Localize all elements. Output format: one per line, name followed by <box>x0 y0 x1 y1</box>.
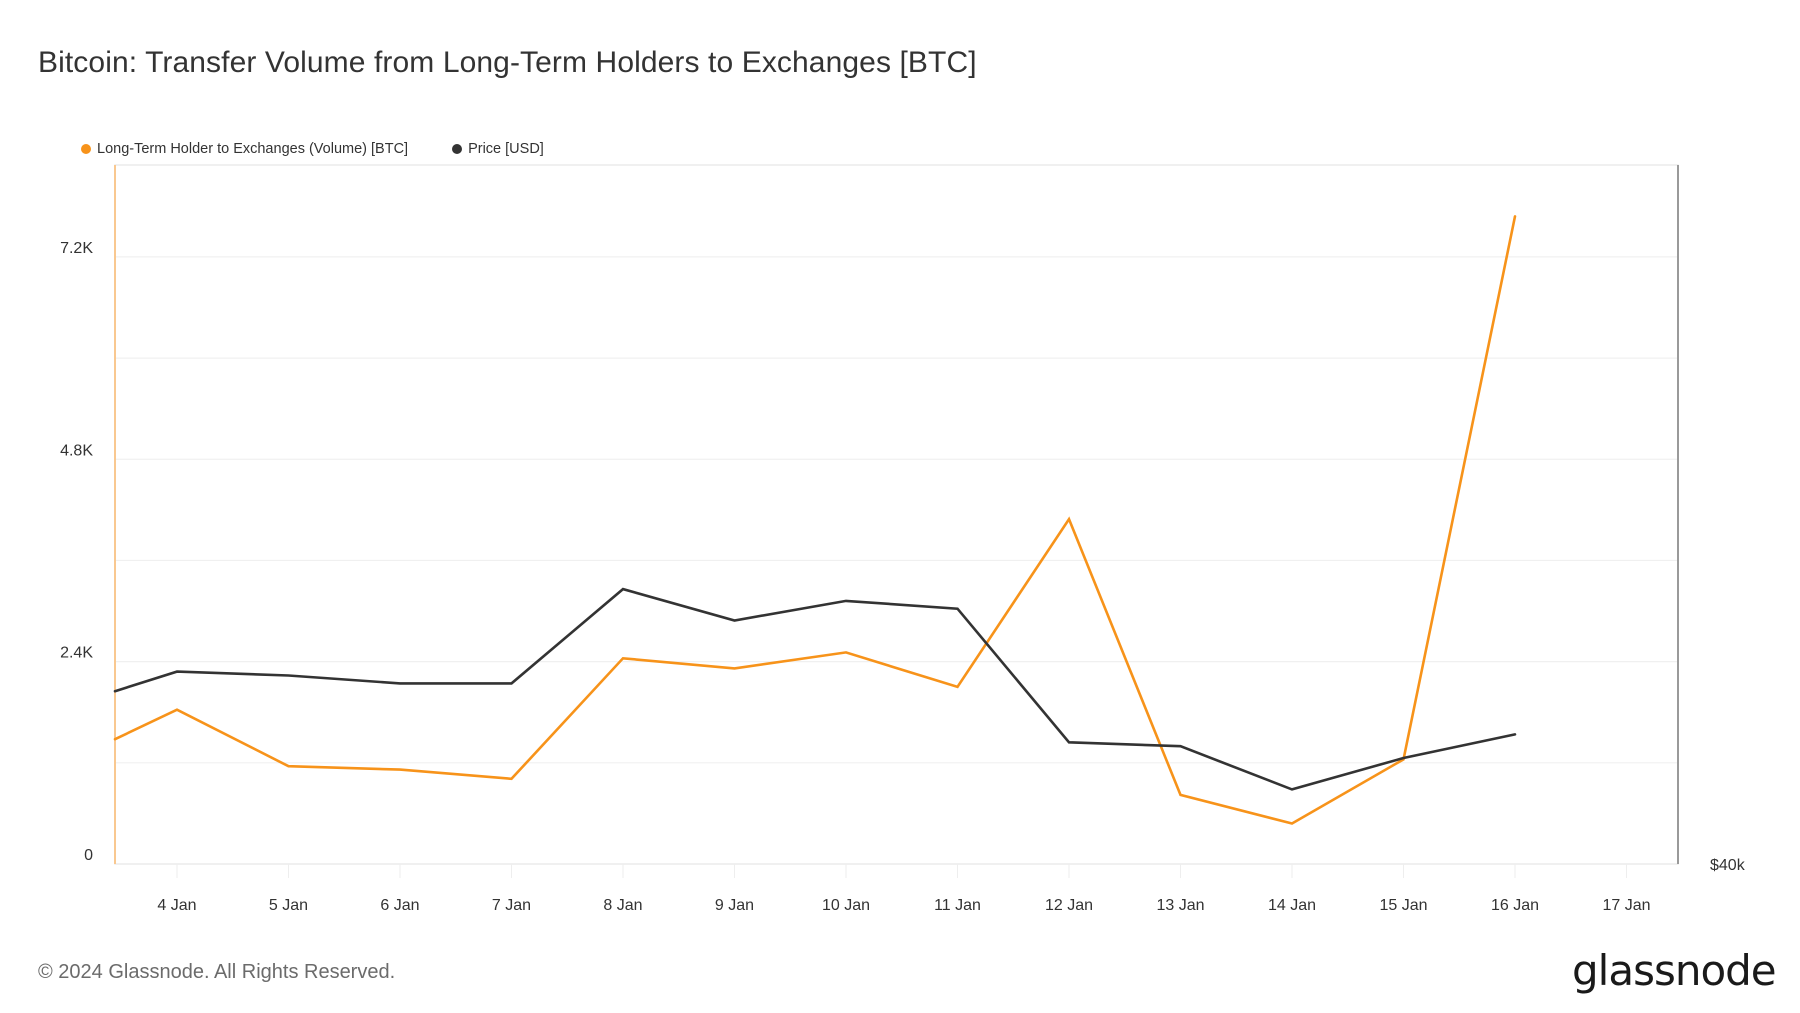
x-tick-label: 5 Jan <box>269 897 308 914</box>
legend-label-price: Price [USD] <box>468 141 544 157</box>
chart-title: Bitcoin: Transfer Volume from Long-Term … <box>38 46 977 79</box>
x-tick-label: 4 Jan <box>157 897 196 914</box>
y-tick-label: 0 <box>84 847 93 864</box>
glassnode-logo: glassnode <box>1572 946 1777 995</box>
legend-dot-price-icon <box>452 144 463 154</box>
y-axis-right-labels: $40k <box>1710 857 1746 874</box>
x-tick-label: 16 Jan <box>1491 897 1539 914</box>
x-tick-label: 10 Jan <box>822 897 870 914</box>
series-lines <box>113 215 1517 825</box>
x-tick-label: 13 Jan <box>1156 897 1204 914</box>
legend-item-volume[interactable]: Long-Term Holder to Exchanges (Volume) [… <box>81 141 408 157</box>
x-tick-label: 12 Jan <box>1045 897 1093 914</box>
volume-line[interactable] <box>113 215 1517 825</box>
x-tick-label: 8 Jan <box>603 897 642 914</box>
legend-dot-volume-icon <box>81 144 91 154</box>
x-tick-label: 9 Jan <box>715 897 754 914</box>
x-tick-label: 14 Jan <box>1268 897 1316 914</box>
y-right-tick-label: $40k <box>1710 857 1746 874</box>
y-tick-label: 7.2K <box>60 240 93 257</box>
x-tick-label: 15 Jan <box>1379 897 1427 914</box>
y-tick-label: 4.8K <box>60 442 93 459</box>
x-tick-label: 7 Jan <box>492 897 531 914</box>
x-tick-label: 17 Jan <box>1602 897 1650 914</box>
gridlines <box>115 256 1678 764</box>
legend-item-price[interactable]: Price [USD] <box>452 141 544 157</box>
copyright-text: © 2024 Glassnode. All Rights Reserved. <box>38 961 396 983</box>
chart-legend: Long-Term Holder to Exchanges (Volume) [… <box>81 141 588 157</box>
x-axis-labels: 4 Jan 5 Jan 6 Jan 7 Jan 8 Jan 9 Jan 10 Jan 11 J… <box>157 864 1651 914</box>
plot-frame <box>114 164 1679 865</box>
legend-label-volume: Long-Term Holder to Exchanges (Volume) [… <box>97 141 409 157</box>
price-line[interactable] <box>113 587 1517 791</box>
x-tick-label: 11 Jan <box>934 897 981 914</box>
y-axis-left-labels: 0 2.4K 4.8K 7.2K <box>60 240 93 864</box>
y-tick-label: 2.4K <box>60 645 93 662</box>
x-tick-label: 6 Jan <box>380 897 419 914</box>
